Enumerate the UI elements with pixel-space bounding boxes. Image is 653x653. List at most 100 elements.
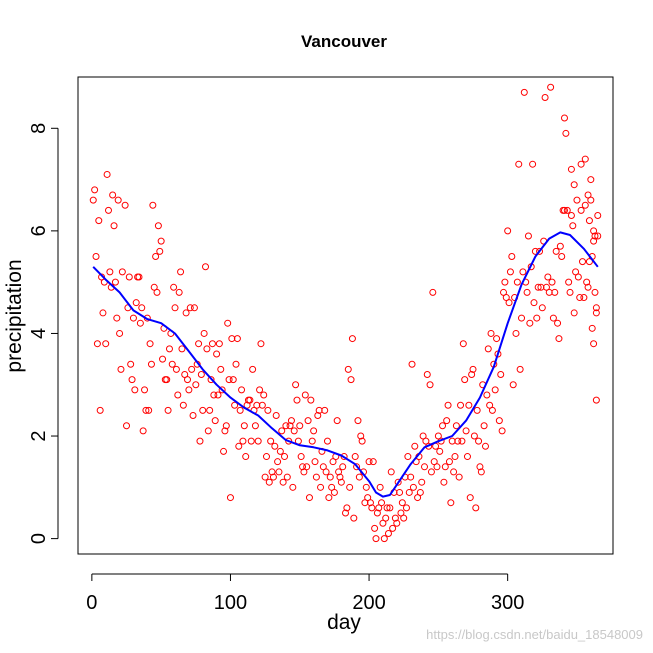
data-point bbox=[560, 206, 568, 214]
data-point bbox=[168, 360, 176, 368]
data-point bbox=[189, 412, 197, 420]
data-point bbox=[157, 237, 165, 245]
data-point bbox=[509, 381, 517, 389]
data-point bbox=[200, 329, 208, 337]
data-point bbox=[139, 427, 147, 435]
data-point bbox=[254, 437, 262, 445]
data-point bbox=[106, 268, 114, 276]
data-point bbox=[590, 227, 598, 235]
data-point bbox=[452, 422, 460, 430]
data-point bbox=[558, 253, 566, 261]
data-point bbox=[337, 478, 345, 486]
data-point bbox=[186, 304, 194, 312]
data-point bbox=[426, 381, 434, 389]
data-point bbox=[541, 94, 549, 102]
data-point bbox=[362, 483, 370, 491]
data-point bbox=[365, 458, 373, 466]
data-point bbox=[443, 417, 451, 425]
data-point bbox=[220, 447, 228, 455]
data-point bbox=[355, 473, 363, 481]
data-point bbox=[577, 160, 585, 168]
data-point bbox=[116, 329, 124, 337]
data-point bbox=[389, 524, 397, 532]
data-point bbox=[95, 217, 103, 225]
data-point bbox=[429, 288, 437, 296]
data-point bbox=[178, 345, 186, 353]
data-point bbox=[567, 165, 575, 173]
data-point bbox=[382, 514, 390, 522]
data-point bbox=[353, 463, 361, 471]
data-point bbox=[590, 340, 598, 348]
data-point bbox=[268, 468, 276, 476]
data-point bbox=[585, 217, 593, 225]
data-point bbox=[508, 253, 516, 261]
data-point bbox=[466, 494, 474, 502]
data-point bbox=[330, 488, 338, 496]
data-point bbox=[523, 288, 531, 296]
y-axis: 0 2 4 6 8 bbox=[28, 123, 59, 544]
data-point bbox=[423, 370, 431, 378]
data-point bbox=[188, 365, 196, 373]
data-point bbox=[282, 422, 290, 430]
data-point bbox=[192, 381, 200, 389]
data-point bbox=[440, 478, 448, 486]
data-point bbox=[221, 427, 229, 435]
data-point bbox=[285, 437, 293, 445]
x-axis: 0 100 200 300 bbox=[86, 573, 524, 614]
data-point bbox=[312, 473, 320, 481]
data-point bbox=[418, 478, 426, 486]
data-point bbox=[583, 278, 591, 286]
data-point bbox=[450, 468, 458, 476]
data-point bbox=[562, 129, 570, 137]
data-point bbox=[199, 406, 207, 414]
data-point bbox=[292, 381, 300, 389]
data-point bbox=[310, 427, 318, 435]
data-point bbox=[491, 386, 499, 394]
data-point bbox=[476, 463, 484, 471]
data-point bbox=[217, 365, 225, 373]
data-point bbox=[136, 319, 144, 327]
data-point bbox=[207, 376, 215, 384]
data-point bbox=[548, 278, 556, 286]
data-point bbox=[323, 437, 331, 445]
data-point bbox=[358, 437, 366, 445]
data-point bbox=[190, 304, 198, 312]
data-point bbox=[153, 288, 161, 296]
data-point bbox=[287, 417, 295, 425]
data-point bbox=[530, 299, 538, 307]
data-point bbox=[590, 237, 598, 245]
data-point bbox=[89, 196, 97, 204]
data-point bbox=[239, 437, 247, 445]
data-point bbox=[554, 319, 562, 327]
data-point bbox=[560, 114, 568, 122]
data-point bbox=[307, 396, 315, 404]
data-point bbox=[109, 191, 117, 199]
data-point bbox=[573, 196, 581, 204]
data-point bbox=[283, 473, 291, 481]
data-point bbox=[488, 406, 496, 414]
data-point bbox=[533, 314, 541, 322]
data-point bbox=[233, 335, 241, 343]
data-point bbox=[265, 478, 273, 486]
data-point bbox=[400, 514, 408, 522]
data-point bbox=[131, 386, 139, 394]
data-point bbox=[391, 514, 399, 522]
data-point bbox=[520, 88, 528, 96]
data-point bbox=[594, 211, 602, 219]
data-point bbox=[538, 304, 546, 312]
data-point bbox=[387, 468, 395, 476]
smooth-curve bbox=[92, 231, 599, 498]
data-point bbox=[556, 242, 564, 250]
data-point bbox=[296, 422, 304, 430]
data-point bbox=[125, 273, 133, 281]
data-point bbox=[439, 422, 447, 430]
data-point bbox=[289, 483, 297, 491]
data-point bbox=[91, 186, 99, 194]
data-point bbox=[354, 417, 362, 425]
data-point bbox=[348, 335, 356, 343]
x-axis-label: day bbox=[327, 611, 361, 634]
data-point bbox=[301, 391, 309, 399]
data-point bbox=[534, 283, 542, 291]
data-point bbox=[357, 432, 365, 440]
data-point bbox=[463, 453, 471, 461]
